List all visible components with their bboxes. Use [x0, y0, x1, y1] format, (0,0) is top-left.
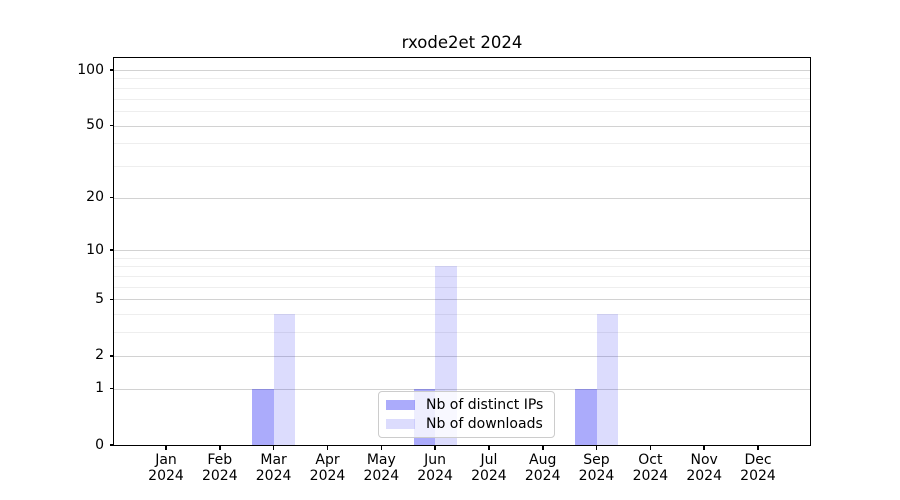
minor-gridline	[114, 165, 810, 167]
x-tick-label-line: 2024	[309, 468, 346, 484]
x-tick-label: Jun 2024	[395, 452, 475, 484]
legend-swatch-downloads-icon	[386, 419, 415, 429]
x-tick-label: Nov 2024	[664, 452, 744, 484]
x-tick-label: Jan 2024	[126, 452, 206, 484]
bar-distinct-ips-mar	[252, 388, 274, 445]
y-tick-mark	[109, 196, 114, 199]
x-tick-label-line: Aug	[529, 452, 557, 468]
x-tick-label: Sep 2024	[557, 452, 637, 484]
y-tick-mark	[109, 355, 114, 357]
y-tick-mark	[109, 387, 114, 390]
x-tick-label-line: Dec	[744, 452, 772, 468]
x-tick-label-line: Jan	[155, 452, 177, 468]
y-tick-mark	[109, 249, 114, 251]
y-tick-label: 2	[95, 347, 104, 364]
x-tick-mark	[272, 445, 275, 450]
x-tick-label-line: 2024	[632, 468, 669, 484]
x-tick-label-line: 2024	[363, 468, 400, 484]
x-tick-mark	[434, 445, 436, 450]
y-tick-label: 0	[95, 436, 104, 453]
x-tick-label: Dec 2024	[718, 452, 798, 484]
x-tick-mark	[703, 445, 705, 450]
x-tick-label-line: 2024	[255, 468, 292, 484]
x-tick-label: Aug 2024	[503, 452, 583, 484]
minor-gridline	[114, 286, 810, 288]
x-tick-label-line: Sep	[583, 452, 610, 468]
x-tick-mark	[219, 445, 221, 450]
y-tick-label: 50	[86, 117, 104, 133]
y-tick-label: 10	[86, 241, 104, 258]
y-tick-label: 100	[77, 61, 104, 78]
x-tick-label: Oct 2024	[610, 452, 690, 484]
minor-gridline	[114, 257, 810, 259]
x-tick-label-line: 2024	[686, 468, 722, 484]
major-gridline	[114, 197, 810, 199]
major-gridline	[114, 299, 810, 301]
legend-entry-downloads: Nb of downloads	[386, 416, 547, 432]
x-tick-label-line: Mar	[260, 452, 287, 468]
x-tick-label-line: Jul	[480, 452, 498, 468]
y-tick-label: 20	[86, 189, 104, 206]
minor-gridline	[114, 87, 810, 89]
legend-swatch-distinct-ips-icon	[386, 400, 415, 410]
minor-gridline	[114, 276, 810, 277]
minor-gridline	[114, 332, 810, 334]
x-tick-mark	[757, 445, 759, 450]
x-tick-label-line: Nov	[690, 452, 718, 468]
x-tick-label: Apr 2024	[288, 452, 368, 484]
x-tick-label: Mar 2024	[234, 452, 314, 484]
x-tick-label-line: 2024	[201, 468, 238, 484]
x-tick-mark	[326, 445, 329, 450]
bar-downloads-sep	[596, 314, 618, 445]
x-tick-label-line: 2024	[471, 468, 507, 484]
y-tick-label: 1	[95, 380, 104, 397]
legend: Nb of distinct IPs Nb of downloads	[378, 391, 555, 438]
x-tick-label-line: Jun	[424, 452, 447, 468]
x-tick-mark	[649, 445, 652, 450]
chart-title: rxode2et 2024	[401, 33, 523, 52]
major-gridline	[114, 355, 810, 357]
bar-downloads-mar	[273, 314, 296, 445]
x-tick-mark	[542, 445, 544, 450]
x-tick-label-line: 2024	[524, 468, 561, 484]
x-tick-label: Jul 2024	[449, 452, 529, 484]
major-gridline	[114, 70, 810, 71]
y-tick-label: 5	[95, 290, 104, 307]
major-gridline	[114, 388, 810, 390]
legend-label-downloads: Nb of downloads	[426, 416, 543, 432]
x-tick-label-line: 2024	[417, 468, 453, 484]
x-tick-label-line: Oct	[638, 452, 663, 468]
minor-gridline	[114, 314, 810, 316]
y-tick-mark	[109, 69, 114, 71]
x-tick-label-line: May	[366, 452, 396, 468]
minor-gridline	[114, 98, 810, 100]
x-tick-mark	[595, 445, 598, 450]
major-gridline	[114, 125, 810, 127]
y-tick-mark	[109, 444, 114, 446]
x-tick-label: May 2024	[341, 452, 421, 484]
x-tick-label: Feb 2024	[180, 452, 260, 484]
bar-distinct-ips-sep	[575, 388, 597, 445]
x-tick-label-line: Apr	[315, 452, 340, 468]
x-tick-label-line: 2024	[148, 468, 184, 484]
y-tick-mark	[109, 124, 114, 127]
x-tick-label-line: 2024	[578, 468, 615, 484]
y-tick-mark	[109, 298, 114, 301]
minor-gridline	[114, 110, 810, 112]
major-gridline	[114, 250, 810, 252]
x-tick-mark	[380, 445, 382, 450]
minor-gridline	[114, 143, 810, 145]
x-tick-label-line: 2024	[740, 468, 776, 484]
legend-label-distinct-ips: Nb of distinct IPs	[426, 397, 544, 413]
minor-gridline	[114, 266, 810, 268]
x-tick-label-line: Feb	[207, 452, 233, 468]
minor-gridline	[114, 78, 810, 80]
x-tick-mark	[165, 445, 167, 450]
legend-entry-distinct-ips: Nb of distinct IPs	[386, 397, 547, 413]
x-tick-mark	[488, 445, 490, 450]
